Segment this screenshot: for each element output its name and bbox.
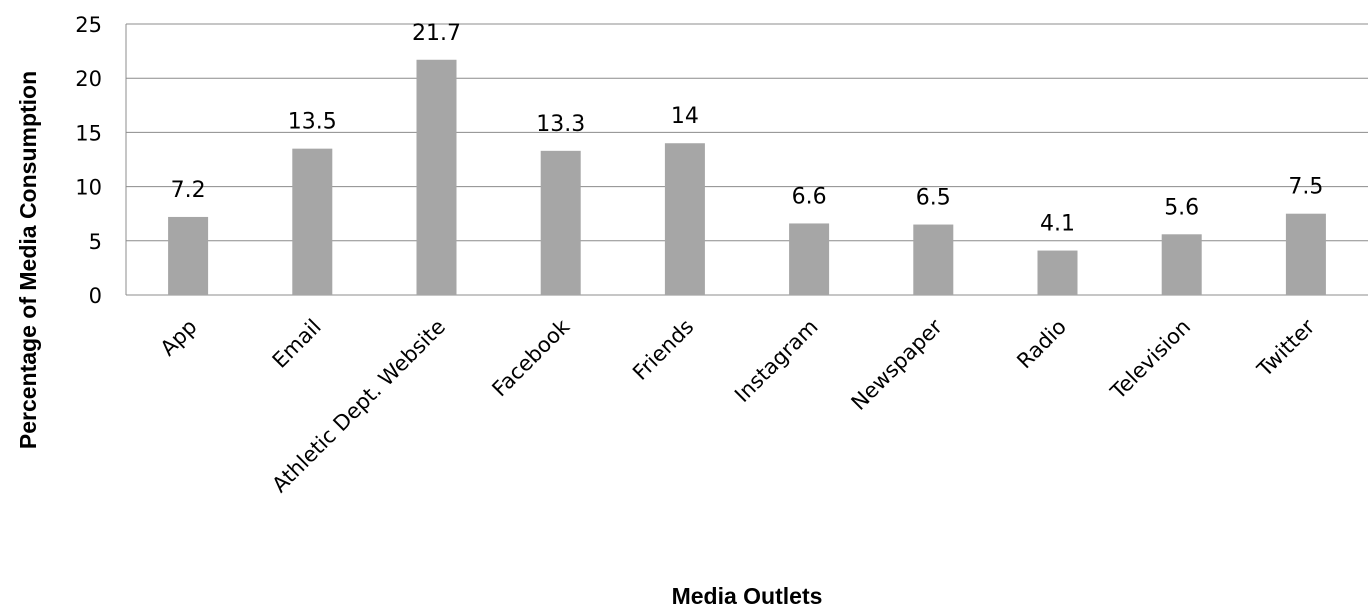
data-label: 6.6 (792, 184, 827, 209)
bar (1037, 250, 1078, 295)
bar (1285, 213, 1326, 295)
y-tick-label: 5 (89, 230, 102, 254)
y-axis-title: Percentage of Media Consumption (15, 71, 41, 449)
y-tick-label: 25 (75, 13, 102, 37)
bar (540, 150, 581, 295)
bar (913, 224, 954, 295)
bar (168, 216, 209, 295)
x-axis-title: Media Outlets (672, 583, 823, 609)
gridlines (125, 23, 1368, 296)
bars (168, 59, 1326, 295)
data-label: 6.5 (916, 186, 951, 211)
data-label: 13.5 (288, 110, 337, 135)
x-category-label: Instagram (730, 315, 823, 408)
bar (292, 148, 333, 295)
bar (1161, 234, 1202, 295)
data-label: 7.2 (171, 178, 206, 203)
data-label: 7.5 (1288, 175, 1323, 200)
y-tick-label: 20 (75, 67, 102, 91)
x-category-label: Newspaper (847, 314, 948, 415)
data-label: 21.7 (412, 21, 461, 46)
y-axis-ticks: 0 5 10 15 20 25 (75, 13, 102, 308)
data-label: 5.6 (1164, 195, 1199, 220)
x-category-label: Television (1105, 315, 1195, 405)
x-category-label: Facebook (487, 314, 574, 401)
bar (416, 59, 457, 295)
data-label: 4.1 (1040, 212, 1075, 237)
y-tick-label: 15 (75, 121, 102, 145)
bar (789, 223, 830, 295)
data-labels: 7.2 13.5 21.7 13.3 14 6.6 6.5 4.1 5.6 7.5 (171, 21, 1324, 237)
x-category-label: Radio (1012, 315, 1071, 374)
y-tick-label: 10 (75, 176, 102, 200)
x-category-label: Twitter (1252, 314, 1320, 382)
data-label: 14 (671, 104, 699, 129)
data-label: 13.3 (536, 112, 585, 137)
bar (664, 143, 705, 295)
x-category-label: Friends (628, 315, 698, 385)
x-category-label: Email (268, 315, 326, 373)
x-category-label: App (156, 315, 202, 361)
y-tick-label: 0 (89, 284, 102, 308)
